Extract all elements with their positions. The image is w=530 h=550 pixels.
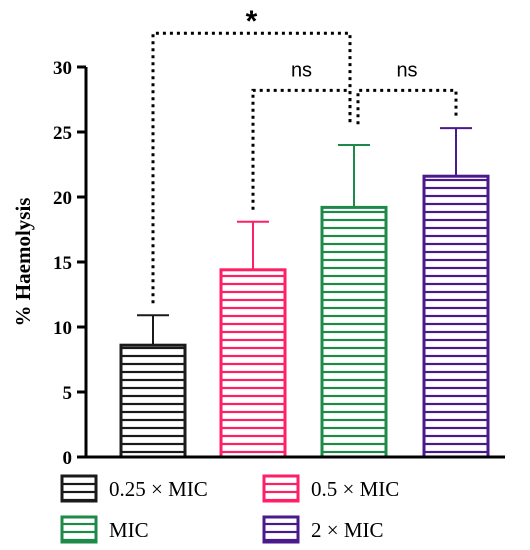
- legend-item: 2 × MIC: [262, 515, 384, 544]
- legend-swatch: [262, 515, 300, 544]
- y-tick-label: 20: [53, 188, 72, 209]
- legend: 0.25 × MIC 0.5 × MIC MIC 2 × MIC: [60, 474, 399, 544]
- error-bar: [137, 314, 169, 346]
- bars-layer: [119, 127, 490, 459]
- significance-bracket: *: [151, 5, 352, 304]
- y-tick-label: 30: [53, 58, 72, 79]
- bar: [119, 343, 187, 459]
- error-bar: [237, 220, 269, 270]
- legend-label: 2 × MIC: [311, 518, 384, 542]
- legend-item: MIC: [60, 515, 149, 544]
- error-bar: [338, 144, 370, 208]
- significance-label: ns: [291, 59, 312, 81]
- significance-brackets: * ns ns: [151, 5, 458, 304]
- y-tick-label: 0: [63, 448, 73, 469]
- y-axis-title: % Haemolysis: [11, 198, 35, 327]
- legend-item: 0.25 × MIC: [60, 474, 208, 503]
- y-axis: 0 5 10 15 20 25 30: [53, 58, 505, 469]
- significance-label: ns: [396, 59, 417, 81]
- significance-bracket: ns: [251, 59, 352, 210]
- legend-item: 0.5 × MIC: [262, 474, 399, 503]
- y-tick-label: 10: [53, 318, 72, 339]
- y-tick-label: 25: [53, 123, 72, 144]
- legend-swatch: [60, 474, 98, 503]
- bar: [219, 268, 287, 459]
- legend-label: 0.5 × MIC: [311, 477, 399, 501]
- significance-label: *: [246, 5, 258, 38]
- bar: [422, 174, 490, 459]
- y-tick-label: 5: [63, 383, 73, 404]
- legend-label: 0.25 × MIC: [109, 477, 208, 501]
- significance-bracket: ns: [356, 59, 458, 125]
- error-bar: [440, 127, 472, 177]
- legend-swatch: [262, 474, 300, 503]
- y-tick-label: 15: [53, 253, 72, 274]
- legend-swatch: [60, 515, 98, 544]
- bar: [320, 205, 388, 459]
- legend-label: MIC: [109, 518, 149, 542]
